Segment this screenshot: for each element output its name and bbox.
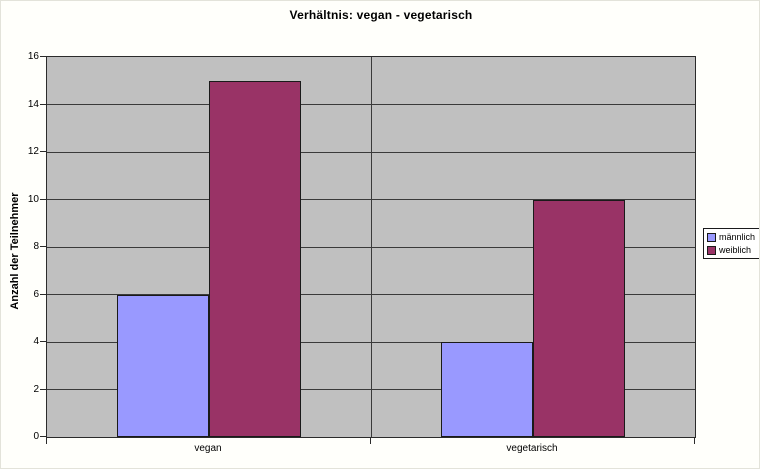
bar-vegan-männlich bbox=[117, 294, 209, 437]
y-axis-tick bbox=[40, 436, 46, 437]
y-tick-label: 16 bbox=[27, 51, 39, 62]
plot-area bbox=[46, 56, 696, 438]
y-tick-label: 4 bbox=[33, 336, 39, 347]
y-tick-label: 6 bbox=[33, 288, 39, 300]
y-axis-tick bbox=[40, 198, 46, 200]
legend-item: männlich bbox=[707, 232, 759, 242]
y-tick-label: 0 bbox=[33, 431, 39, 442]
y-axis-tick bbox=[40, 293, 46, 295]
category-label: vegetarisch bbox=[506, 443, 558, 454]
y-axis-tick bbox=[40, 151, 46, 152]
y-axis-tick bbox=[40, 246, 46, 247]
y-axis-tick bbox=[40, 388, 46, 390]
x-axis-tick bbox=[694, 437, 695, 444]
y-tick-label: 10 bbox=[27, 193, 39, 205]
bar-vegan-weiblich bbox=[209, 80, 301, 437]
y-tick-label: 14 bbox=[27, 98, 39, 110]
y-axis-tick bbox=[40, 103, 46, 105]
x-axis-tick bbox=[370, 437, 371, 444]
y-tick-label: 2 bbox=[33, 383, 39, 395]
chart-title: Verhältnis: vegan - vegetarisch bbox=[289, 8, 473, 22]
bar-vegetarisch-weiblich bbox=[533, 199, 625, 437]
y-tick-label: 12 bbox=[27, 146, 39, 157]
y-axis-tick bbox=[40, 56, 46, 57]
bar-vegetarisch-männlich bbox=[441, 342, 533, 437]
legend-swatch bbox=[707, 246, 716, 255]
legend-swatch bbox=[707, 233, 716, 242]
legend: männlich weiblich bbox=[703, 228, 759, 259]
category-separator bbox=[370, 57, 372, 437]
legend-label: männlich bbox=[719, 232, 756, 242]
category-label: vegan bbox=[194, 443, 222, 454]
y-axis-tick bbox=[40, 341, 46, 342]
y-tick-label: 8 bbox=[33, 241, 39, 252]
legend-label: weiblich bbox=[719, 245, 752, 255]
legend-item: weiblich bbox=[707, 245, 759, 255]
x-axis-tick bbox=[46, 437, 47, 444]
